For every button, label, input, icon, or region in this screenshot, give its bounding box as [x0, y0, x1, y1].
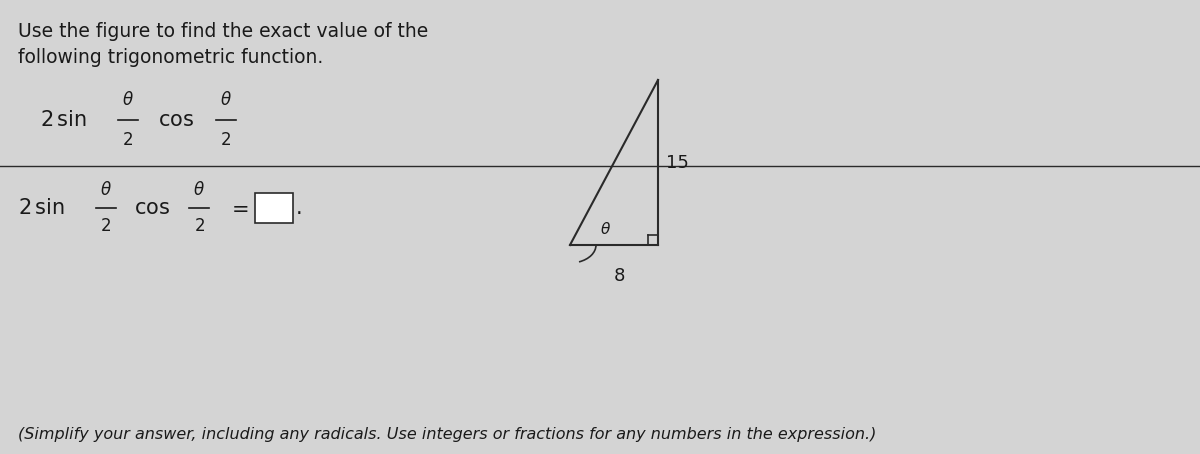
- Text: $\theta$: $\theta$: [193, 181, 205, 199]
- Text: .: .: [296, 197, 302, 218]
- Text: following trigonometric function.: following trigonometric function.: [18, 48, 323, 67]
- Text: $\theta$: $\theta$: [122, 91, 134, 109]
- Text: $\cos$: $\cos$: [134, 197, 170, 218]
- Text: $2$: $2$: [193, 217, 204, 235]
- Text: Use the figure to find the exact value of the: Use the figure to find the exact value o…: [18, 22, 428, 41]
- Text: $2$: $2$: [221, 131, 232, 149]
- Text: $2$: $2$: [122, 131, 133, 149]
- Text: $\theta$: $\theta$: [600, 221, 611, 237]
- Text: $\cos$: $\cos$: [158, 110, 194, 130]
- Bar: [256, 192, 293, 223]
- Text: 15: 15: [666, 153, 689, 172]
- Text: $2$: $2$: [101, 217, 112, 235]
- Text: (Simplify your answer, including any radicals. Use integers or fractions for any: (Simplify your answer, including any rad…: [18, 427, 876, 442]
- Text: $2\,\sin$: $2\,\sin$: [40, 110, 86, 130]
- Text: $\theta$: $\theta$: [100, 181, 112, 199]
- Text: $=$: $=$: [227, 197, 248, 218]
- Text: $\theta$: $\theta$: [220, 91, 232, 109]
- Text: $2\,\sin$: $2\,\sin$: [18, 197, 65, 218]
- Text: 8: 8: [613, 267, 625, 285]
